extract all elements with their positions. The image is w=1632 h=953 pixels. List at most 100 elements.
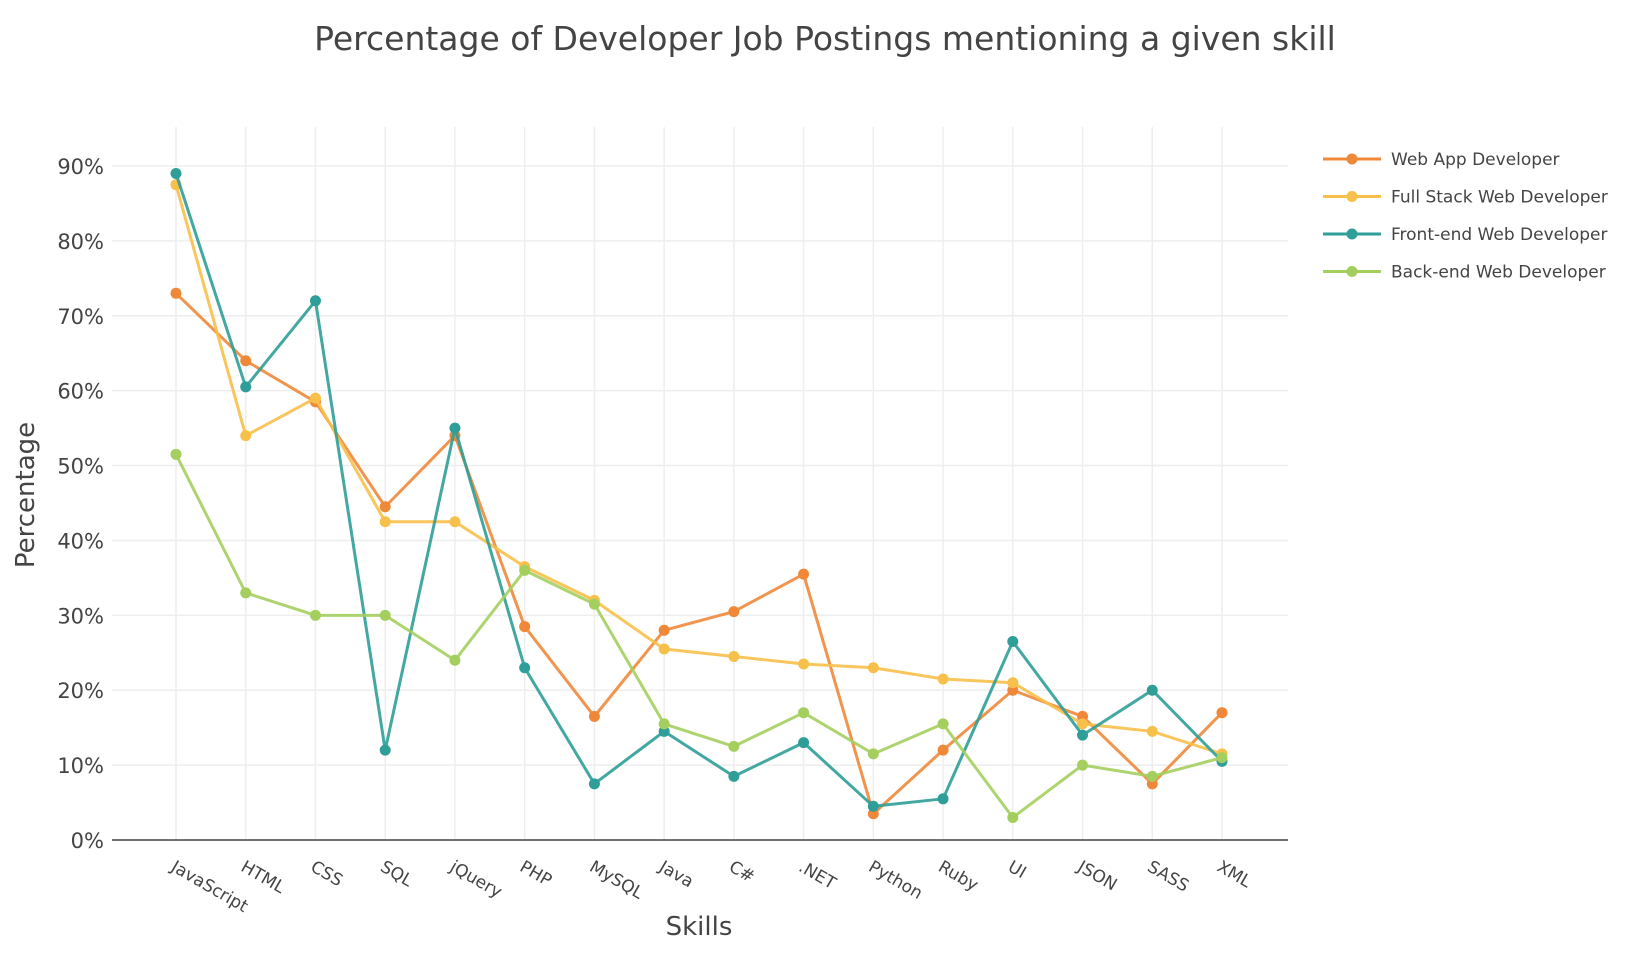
data-point[interactable] bbox=[240, 355, 252, 367]
data-point[interactable] bbox=[658, 624, 670, 636]
data-point[interactable] bbox=[867, 800, 879, 812]
y-axis-title: Percentage bbox=[11, 422, 41, 568]
data-point[interactable] bbox=[170, 287, 182, 299]
y-tick-label: 70% bbox=[57, 305, 104, 329]
y-tick-label: 80% bbox=[57, 230, 104, 254]
data-point[interactable] bbox=[379, 516, 391, 528]
x-tick-label: CSS bbox=[307, 857, 346, 891]
data-point[interactable] bbox=[1007, 636, 1019, 648]
chart-title: Percentage of Developer Job Postings men… bbox=[314, 19, 1336, 58]
legend-label: Back-end Web Developer bbox=[1391, 263, 1606, 283]
data-point[interactable] bbox=[588, 778, 600, 790]
legend-label: Full Stack Web Developer bbox=[1391, 188, 1608, 208]
x-tick-label: PHP bbox=[516, 857, 555, 891]
data-point[interactable] bbox=[519, 621, 531, 633]
data-point[interactable] bbox=[309, 609, 321, 621]
legend-swatch-marker bbox=[1346, 266, 1358, 277]
series-1 bbox=[170, 287, 1228, 820]
data-point[interactable] bbox=[1077, 718, 1089, 730]
y-tick-label: 10% bbox=[57, 754, 104, 778]
data-point[interactable] bbox=[379, 609, 391, 621]
legend: Web App Developer Full Stack Web Develope… bbox=[1323, 150, 1608, 283]
legend-label: Front-end Web Developer bbox=[1391, 225, 1607, 245]
data-point[interactable] bbox=[1146, 725, 1158, 737]
data-point[interactable] bbox=[1216, 707, 1228, 719]
data-point[interactable] bbox=[867, 748, 879, 760]
data-point[interactable] bbox=[309, 392, 321, 404]
data-point[interactable] bbox=[1146, 770, 1158, 782]
data-point[interactable] bbox=[937, 744, 949, 756]
data-point[interactable] bbox=[798, 568, 810, 580]
x-tick-label: SQL bbox=[377, 857, 417, 891]
series-4 bbox=[170, 448, 1228, 824]
series-layer bbox=[170, 167, 1228, 824]
x-axis-title: Skills bbox=[666, 912, 733, 942]
legend-label: Web App Developer bbox=[1391, 150, 1560, 170]
data-point[interactable] bbox=[867, 662, 879, 674]
data-point[interactable] bbox=[1007, 812, 1019, 824]
data-point[interactable] bbox=[240, 381, 252, 393]
data-point[interactable] bbox=[588, 598, 600, 610]
x-tick-label: .NET bbox=[795, 857, 840, 894]
series-line bbox=[174, 171, 1224, 808]
x-tick-label: jQuery bbox=[446, 857, 506, 903]
data-point[interactable] bbox=[1077, 759, 1089, 771]
data-point[interactable] bbox=[240, 430, 252, 442]
data-point[interactable] bbox=[1007, 677, 1019, 689]
data-point[interactable] bbox=[170, 167, 182, 179]
series-line bbox=[174, 452, 1224, 820]
y-axis-ticks: 0% 10% 20% 30% 40% 50% 60% 70% 80% 90% bbox=[57, 155, 104, 853]
data-point[interactable] bbox=[240, 587, 252, 599]
data-point[interactable] bbox=[588, 710, 600, 722]
data-point[interactable] bbox=[519, 564, 531, 576]
y-tick-label: 50% bbox=[57, 455, 104, 479]
series-2 bbox=[170, 179, 1228, 760]
data-point[interactable] bbox=[379, 501, 391, 513]
y-tick-label: 40% bbox=[57, 529, 104, 553]
data-point[interactable] bbox=[937, 673, 949, 685]
x-tick-label: MySQL bbox=[586, 857, 647, 904]
data-point[interactable] bbox=[658, 643, 670, 655]
data-point[interactable] bbox=[728, 740, 740, 752]
data-point[interactable] bbox=[449, 516, 461, 528]
data-point[interactable] bbox=[170, 448, 182, 460]
x-tick-label: Python bbox=[865, 857, 926, 904]
y-tick-label: 90% bbox=[57, 155, 104, 179]
data-point[interactable] bbox=[309, 295, 321, 307]
data-point[interactable] bbox=[728, 606, 740, 618]
data-point[interactable] bbox=[1146, 684, 1158, 696]
data-point[interactable] bbox=[798, 707, 810, 719]
legend-swatch-marker bbox=[1346, 191, 1358, 202]
data-point[interactable] bbox=[519, 662, 531, 674]
legend-item[interactable]: Web App Developer bbox=[1323, 150, 1560, 170]
data-point[interactable] bbox=[798, 658, 810, 670]
legend-swatch-marker bbox=[1346, 228, 1358, 240]
data-point[interactable] bbox=[658, 718, 670, 730]
x-tick-label: Java bbox=[655, 857, 697, 893]
data-point[interactable] bbox=[937, 718, 949, 730]
legend-item[interactable]: Full Stack Web Developer bbox=[1323, 188, 1608, 208]
y-tick-label: 0% bbox=[71, 829, 104, 853]
data-point[interactable] bbox=[449, 654, 461, 666]
data-point[interactable] bbox=[728, 770, 740, 782]
legend-item[interactable]: Front-end Web Developer bbox=[1323, 225, 1607, 245]
data-point[interactable] bbox=[1216, 752, 1228, 764]
x-tick-label: XML bbox=[1214, 857, 1255, 892]
data-point[interactable] bbox=[937, 793, 949, 805]
x-tick-label: C# bbox=[725, 857, 758, 887]
series-line bbox=[174, 183, 1224, 756]
x-tick-label: HTML bbox=[237, 857, 288, 898]
data-point[interactable] bbox=[798, 737, 810, 749]
data-point[interactable] bbox=[1077, 729, 1089, 741]
x-tick-label: UI bbox=[1004, 857, 1029, 883]
data-point[interactable] bbox=[449, 422, 461, 434]
x-tick-label: JSON bbox=[1073, 857, 1120, 896]
y-tick-label: 20% bbox=[57, 679, 104, 703]
data-point[interactable] bbox=[379, 744, 391, 756]
legend-item[interactable]: Back-end Web Developer bbox=[1323, 263, 1606, 283]
grid-layer bbox=[112, 127, 1288, 841]
data-point[interactable] bbox=[728, 651, 740, 663]
